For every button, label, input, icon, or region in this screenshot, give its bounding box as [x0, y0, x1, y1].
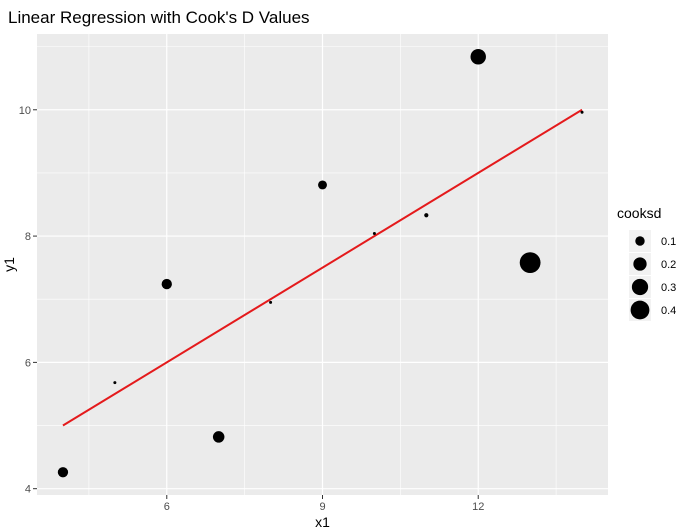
- data-point: [372, 232, 376, 236]
- data-point: [113, 381, 117, 385]
- data-point: [269, 300, 273, 304]
- regression-line: [62, 108, 583, 427]
- y-tick-label: 8: [25, 231, 31, 243]
- data-point: [318, 180, 327, 190]
- data-point: [161, 278, 172, 290]
- x-tick-label: 9: [319, 501, 325, 513]
- legend-entry-label: 0.4: [661, 305, 676, 317]
- x-axis-ticks: 6 9 12: [164, 495, 484, 513]
- legend-key-point: [631, 278, 649, 296]
- data-point: [424, 213, 429, 218]
- y-tick-label: 10: [19, 105, 31, 117]
- y-tick-label: 6: [25, 357, 31, 369]
- x-tick-label: 6: [164, 501, 170, 513]
- data-point: [580, 110, 584, 114]
- legend-entry-label: 0.2: [661, 259, 676, 271]
- x-axis-label: x1: [315, 514, 330, 530]
- legend-entry-label: 0.1: [661, 236, 676, 248]
- legend-key-point: [630, 300, 650, 320]
- legend-key-point: [633, 257, 647, 271]
- y-axis-ticks: 4 6 8 10: [19, 105, 37, 496]
- legend-title: cooksd: [617, 205, 661, 221]
- data-point: [57, 467, 69, 478]
- chart-title: Linear Regression with Cook's D Values: [8, 8, 310, 27]
- legend-entry-label: 0.3: [661, 282, 676, 294]
- y-tick-label: 4: [25, 484, 31, 496]
- size-legend: cooksd 0.1 0.2 0.3 0.4: [617, 205, 676, 321]
- data-point: [519, 252, 541, 274]
- data-point: [470, 49, 486, 65]
- data-point: [212, 431, 225, 443]
- regression-line-group: [62, 108, 583, 427]
- major-grid: [37, 34, 608, 495]
- data-points: [57, 49, 584, 478]
- y-axis-label: y1: [1, 257, 17, 272]
- x-tick-label: 12: [472, 501, 484, 513]
- legend-key-point: [635, 236, 645, 246]
